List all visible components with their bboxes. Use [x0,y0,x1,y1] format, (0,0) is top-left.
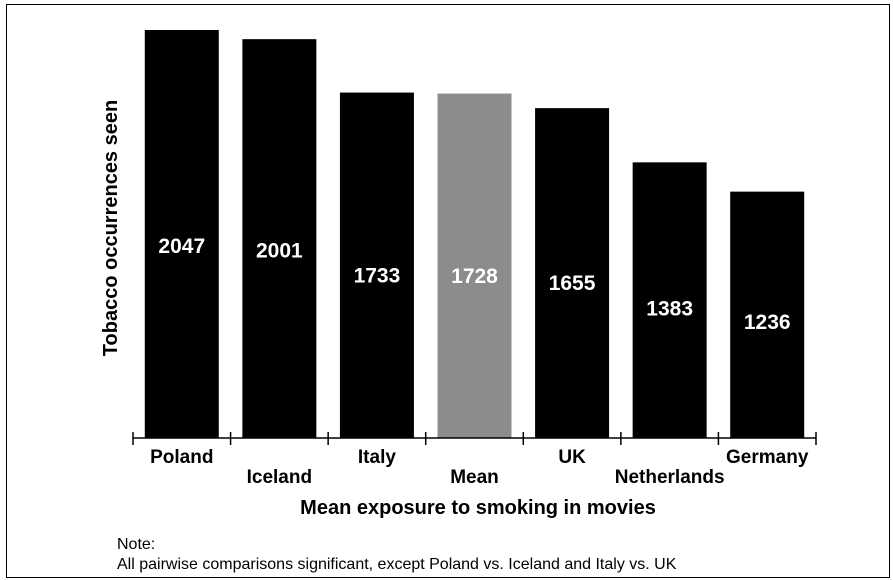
bars-layer: 2047 2001 1733 1728 1655 1383 1236 [144,30,805,439]
category-label-poland: Poland [150,447,213,468]
bar-germany [730,191,805,438]
bar-netherlands [632,162,707,438]
value-label-mean: 1728 [451,265,498,288]
value-label-germany: 1236 [744,311,791,334]
category-label-iceland: Iceland [247,467,312,488]
note-text: All pairwise comparisons significant, ex… [117,556,677,573]
bar-iceland [242,39,317,438]
category-label-netherlands: Netherlands [615,467,725,488]
category-label-mean: Mean [450,467,499,488]
value-label-poland: 2047 [158,235,205,258]
value-label-netherlands: 1383 [646,297,693,320]
bar-mean [437,93,512,439]
category-label-uk: UK [558,447,586,468]
value-label-uk: 1655 [549,272,596,295]
category-label-germany: Germany [726,447,809,468]
value-label-iceland: 2001 [256,240,303,263]
value-label-italy: 1733 [354,265,401,288]
y-axis-title: Tobacco occurrences seen [100,100,122,356]
bar-uk [535,108,610,438]
x-axis: Poland Iceland Italy Mean UK NetherlandsGerma… [132,432,817,488]
x-axis-title: Mean exposure to smoking in movies [300,497,656,519]
footnote: Note: All pairwise comparisons significa… [117,535,676,575]
bar-italy [339,92,414,439]
bar-poland [144,30,219,438]
note-heading: Note: [117,536,156,553]
category-label-italy: Italy [358,447,396,468]
